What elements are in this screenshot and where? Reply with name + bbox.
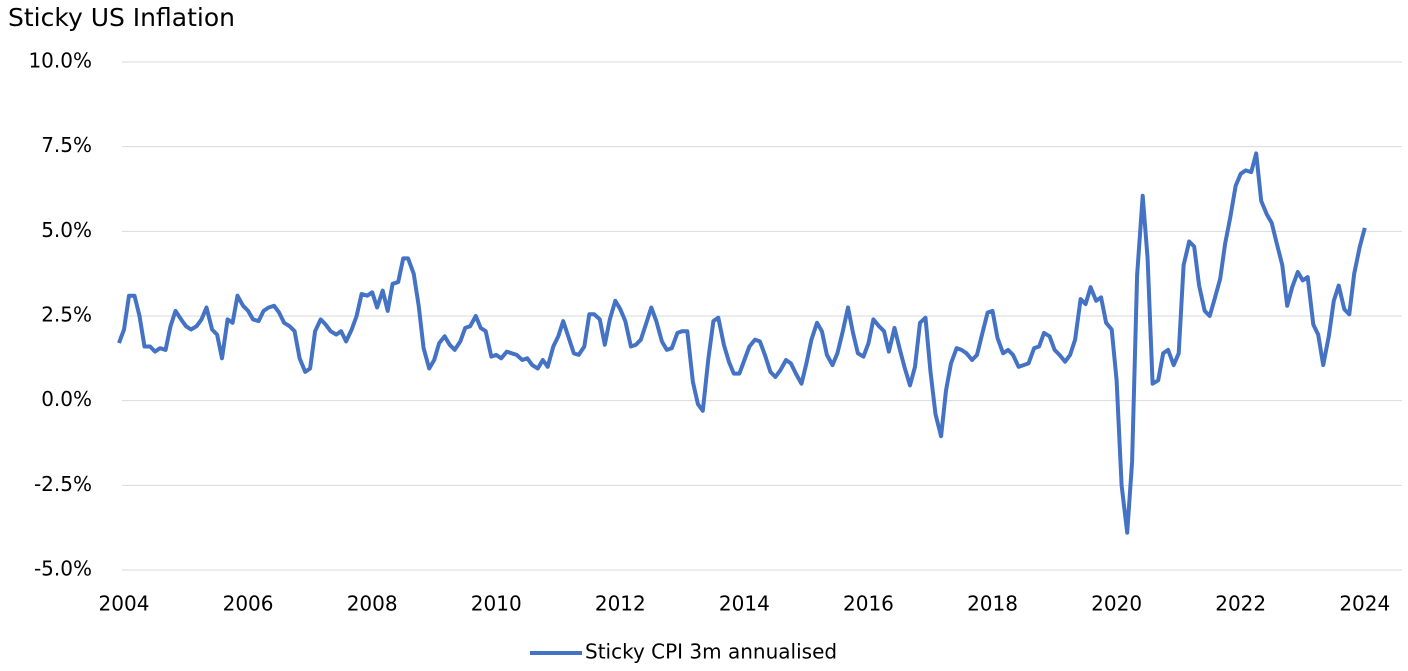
x-tick-label: 2004 <box>99 592 150 616</box>
y-tick-label: -2.5% <box>34 472 92 496</box>
x-tick-label: 2014 <box>719 592 770 616</box>
x-tick-label: 2012 <box>595 592 646 616</box>
legend-label: Sticky CPI 3m annualised <box>585 640 837 664</box>
y-tick-label: 10.0% <box>28 49 92 73</box>
y-tick-label: -5.0% <box>34 557 92 581</box>
data-line <box>117 151 1367 535</box>
chart-title: Sticky US Inflation <box>8 3 235 32</box>
x-tick-label: 2008 <box>347 592 398 616</box>
x-tick-label: 2010 <box>471 592 522 616</box>
x-tick-label: 2006 <box>223 592 274 616</box>
y-tick-label: 7.5% <box>41 133 92 157</box>
y-tick-label: 5.0% <box>41 218 92 242</box>
x-tick-label: 2018 <box>967 592 1018 616</box>
x-tick-label: 2024 <box>1339 592 1390 616</box>
x-tick-label: 2022 <box>1215 592 1266 616</box>
x-tick-label: 2020 <box>1091 592 1142 616</box>
y-tick-label: 0.0% <box>41 387 92 411</box>
x-tick-label: 2016 <box>843 592 894 616</box>
y-tick-label: 2.5% <box>41 303 92 327</box>
